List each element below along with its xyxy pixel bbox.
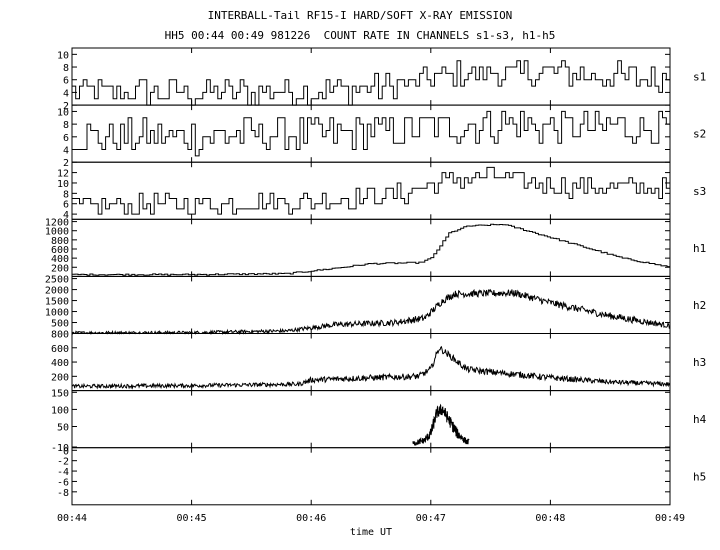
panel-frame-h4 [71,390,671,449]
xtick-label: 00:48 [535,513,565,524]
ytick-label-h4: 100 [51,405,69,416]
xtick-label: 00:49 [655,513,685,524]
ytick-label-s2: 2 [63,158,69,169]
ytick-label-h3: 800 [51,330,69,341]
series-line-h1 [72,223,670,276]
panel-label-h4: h4 [693,413,707,426]
series-line-h4 [412,403,470,446]
ytick-label-h1: 800 [51,236,69,247]
panel-label-h3: h3 [693,356,706,369]
ytick-label-h2: 2500 [45,275,69,286]
ytick-label-h5: -8 [57,488,69,499]
ytick-label-h4: 50 [57,423,69,434]
xtick-label: 00:46 [296,513,326,524]
ytick-label-h1: 600 [51,245,69,256]
ytick-label-s1: 8 [63,63,69,74]
panel-label-h2: h2 [693,299,706,312]
ytick-label-h3: 200 [51,372,69,383]
series-line-s2 [72,110,670,157]
ytick-label-h1: 400 [51,254,69,265]
panel-label-s3: s3 [693,185,706,198]
ytick-label-s3: 10 [57,179,69,190]
panel-label-s1: s1 [693,71,706,84]
ytick-label-s1: 2 [63,101,69,112]
panel-frame-h5 [71,447,671,506]
ytick-label-h3: 400 [51,358,69,369]
ytick-label-h4: -10 [51,443,69,454]
ytick-label-h4: 150 [51,388,69,399]
ytick-label-h1: 1200 [45,218,69,229]
ytick-label-h5: -2 [57,457,69,468]
ytick-label-s2: 6 [63,133,69,144]
ytick-label-s2: 8 [63,120,69,131]
panel-label-h1: h1 [693,242,706,255]
panel-frame-h1 [71,218,671,277]
ytick-label-h1: 200 [51,263,69,274]
ytick-label-s2: 4 [63,146,69,157]
panel-label-s2: s2 [693,128,706,141]
series-line-h3 [71,345,671,390]
panel-label-h5: h5 [693,470,706,483]
ytick-label-h2: 500 [51,319,69,330]
xtick-label: 00:47 [416,513,446,524]
ytick-label-s1: 10 [57,50,69,61]
ytick-label-s3: 6 [63,200,69,211]
series-line-s3 [72,166,670,215]
ytick-label-s1: 4 [63,88,69,99]
chart-subtitle: HH5 00:44 00:49 981226 COUNT RATE IN CHA… [164,29,556,42]
ytick-label-s3: 8 [63,189,69,200]
ytick-label-s3: 12 [57,169,69,180]
x-axis-label: time UT [350,527,392,538]
ytick-label-h3: 600 [51,344,69,355]
panel-frame-h3 [71,333,671,392]
ytick-label-h2: 2000 [45,286,69,297]
ytick-label-h5: -4 [57,467,69,478]
ytick-label-h1: 1000 [45,227,69,238]
ytick-label-s2: 10 [57,107,69,118]
panel-frame-s3 [71,161,671,220]
series-line-h2 [71,288,671,336]
xtick-label: 00:44 [57,513,87,524]
ytick-label-h5: -6 [57,477,69,488]
series-line-s1 [72,60,670,106]
ytick-label-h2: 1000 [45,308,69,319]
xtick-label: 00:45 [177,513,207,524]
chart-title: INTERBALL-Tail RF15-I HARD/SOFT X-RAY EM… [207,9,513,22]
ytick-label-h2: 1500 [45,297,69,308]
ytick-label-s1: 6 [63,76,69,87]
ytick-label-h5: 0 [63,446,69,457]
ytick-label-s3: 4 [63,210,69,221]
